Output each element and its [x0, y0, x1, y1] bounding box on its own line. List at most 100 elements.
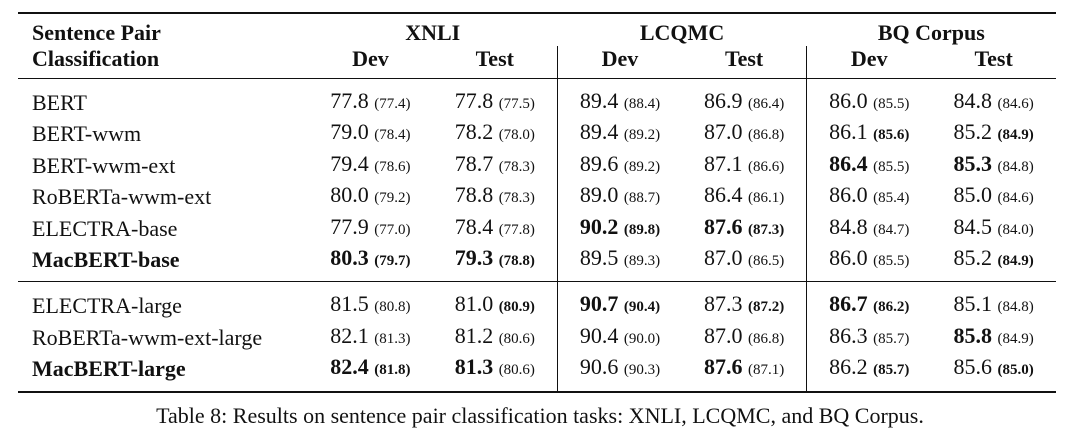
- table-row: ELECTRA-large 81.5 (80.8) 81.0 (80.9) 90.7 …: [18, 281, 1056, 322]
- score-main: 81.5: [330, 291, 369, 317]
- table-row: ELECTRA-base 77.9 (77.0) 78.4 (77.8) 90.2 (…: [18, 212, 1056, 245]
- table-row: RoBERTa-wwm-ext-large 82.1 (81.3) 81.2 (80…: [18, 321, 1056, 354]
- score-main: 85.2: [953, 119, 993, 145]
- results-table: Sentence Pair XNLI LCQMC BQ Corpus Class…: [18, 12, 1056, 393]
- score-paren: (84.7): [873, 221, 910, 238]
- score-cell-xnli-test: 81.2 (80.6): [433, 322, 558, 353]
- table-section-base: BERT 77.8 (77.4) 77.8 (77.5) 89.4 (88.4) 86.…: [18, 78, 1056, 282]
- table-row: BERT-wwm-ext 79.4 (78.6) 78.7 (78.3) 89.6 (…: [18, 149, 1056, 182]
- score-cell-lcqmc-test: 86.4 (86.1): [682, 181, 807, 212]
- score-paren: (77.0): [374, 221, 411, 238]
- score-cell-xnli-test: 81.0 (80.9): [433, 282, 558, 322]
- score-cell-bq-dev: 84.8 (84.7): [806, 212, 932, 245]
- score-main: 84.5: [953, 213, 993, 239]
- score-main: 78.8: [454, 182, 494, 208]
- score-cell-xnli-dev: 77.8 (77.4): [308, 79, 433, 119]
- score-main: 86.4: [703, 182, 743, 208]
- score-cell-xnli-test: 78.8 (78.3): [433, 181, 558, 212]
- score-paren: (80.8): [374, 299, 411, 316]
- score-cell-bq-test: 85.2 (84.9): [931, 244, 1056, 282]
- score-paren: (87.2): [747, 299, 785, 316]
- score-cell-bq-test: 85.6 (85.0): [931, 353, 1056, 391]
- score-cell-lcqmc-dev: 90.2 (89.8): [556, 212, 683, 245]
- score-main: 90.7: [579, 291, 619, 317]
- score-cell-bq-dev: 86.7 (86.2): [806, 281, 932, 322]
- score-paren: (87.1): [747, 362, 785, 379]
- score-paren: (86.8): [747, 330, 785, 347]
- table-section-large: ELECTRA-large 81.5 (80.8) 81.0 (80.9) 90.7 …: [18, 281, 1056, 392]
- header-group-bq-corpus: BQ Corpus: [877, 20, 985, 45]
- score-main: 87.6: [703, 213, 743, 239]
- score-cell-lcqmc-test: 87.3 (87.2): [682, 282, 807, 322]
- score-paren: (86.2): [873, 299, 910, 316]
- score-paren: (85.5): [873, 96, 910, 112]
- score-main: 86.0: [829, 88, 868, 113]
- model-name: ELECTRA-base: [32, 215, 178, 241]
- score-main: 80.3: [330, 245, 369, 271]
- score-main: 85.3: [953, 150, 993, 176]
- score-paren: (79.7): [374, 253, 411, 270]
- score-main: 84.8: [953, 88, 993, 113]
- table-caption: Table 8: Results on sentence pair classi…: [156, 403, 924, 428]
- header-bq-dev: Dev: [806, 46, 932, 79]
- score-main: 89.5: [579, 245, 619, 271]
- score-cell-bq-dev: 86.4 (85.5): [806, 149, 932, 182]
- score-paren: (85.5): [873, 253, 910, 270]
- score-cell-xnli-dev: 80.3 (79.7): [308, 244, 433, 282]
- score-main: 81.0: [454, 291, 494, 317]
- score-paren: (85.4): [873, 190, 910, 207]
- score-paren: (81.8): [374, 362, 411, 379]
- score-cell-bq-test: 85.0 (84.6): [931, 181, 1056, 212]
- score-main: 85.2: [953, 245, 993, 271]
- score-cell-bq-test: 85.8 (84.9): [931, 322, 1056, 353]
- score-cell-xnli-dev: 82.4 (81.8): [308, 353, 433, 391]
- model-name: MacBERT-base: [32, 247, 180, 273]
- header-xnli-test: Test: [475, 46, 514, 71]
- score-main: 86.0: [829, 245, 868, 271]
- header-lcqmc-test: Test: [724, 46, 764, 71]
- score-paren: (89.3): [623, 253, 661, 270]
- model-name: MacBERT-large: [32, 356, 186, 382]
- score-main: 89.0: [579, 182, 619, 208]
- score-main: 82.1: [330, 322, 369, 348]
- score-cell-bq-dev: 86.3 (85.7): [806, 321, 932, 354]
- score-cell-lcqmc-dev: 89.5 (89.3): [556, 244, 683, 282]
- score-cell-bq-test: 84.5 (84.0): [931, 213, 1056, 244]
- score-main: 86.2: [829, 354, 868, 380]
- score-cell-xnli-dev: 77.9 (77.0): [308, 213, 433, 244]
- score-main: 85.0: [953, 182, 993, 208]
- score-cell-bq-dev: 86.0 (85.5): [806, 244, 932, 282]
- score-main: 89.4: [579, 119, 619, 145]
- score-cell-lcqmc-test: 87.1 (86.6): [682, 150, 807, 181]
- results-table-container: Sentence Pair XNLI LCQMC BQ Corpus Class…: [18, 12, 1056, 393]
- score-main: 87.3: [703, 291, 743, 317]
- score-paren: (87.3): [747, 221, 785, 238]
- score-cell-lcqmc-dev: 90.6 (90.3): [556, 353, 683, 392]
- score-paren: (84.0): [997, 221, 1034, 238]
- score-main: 86.3: [829, 322, 868, 348]
- score-paren: (84.8): [997, 158, 1034, 175]
- score-paren: (84.9): [997, 253, 1034, 270]
- score-main: 84.8: [829, 213, 868, 239]
- header-row-splits: Classification Dev Test Dev Test Dev Tes…: [18, 46, 1056, 79]
- score-main: 90.4: [579, 322, 619, 348]
- score-paren: (80.6): [498, 330, 535, 347]
- score-paren: (86.6): [747, 158, 785, 175]
- score-main: 87.0: [703, 119, 743, 145]
- score-paren: (81.3): [374, 330, 411, 347]
- score-main: 79.0: [330, 119, 369, 145]
- score-paren: (85.7): [873, 362, 910, 379]
- score-paren: (85.5): [873, 158, 910, 175]
- score-paren: (77.4): [374, 96, 411, 112]
- score-main: 89.6: [579, 150, 619, 176]
- score-cell-lcqmc-dev: 89.4 (89.2): [556, 118, 683, 150]
- score-paren: (90.3): [623, 362, 661, 379]
- score-main: 77.9: [330, 213, 369, 239]
- score-paren: (89.2): [623, 158, 661, 175]
- score-main: 79.4: [330, 150, 369, 176]
- score-paren: (86.4): [747, 96, 785, 112]
- score-paren: (78.6): [374, 158, 411, 175]
- score-main: 87.0: [703, 245, 743, 271]
- score-cell-lcqmc-dev: 89.0 (88.7): [556, 181, 683, 213]
- score-cell-lcqmc-test: 87.6 (87.3): [682, 213, 807, 244]
